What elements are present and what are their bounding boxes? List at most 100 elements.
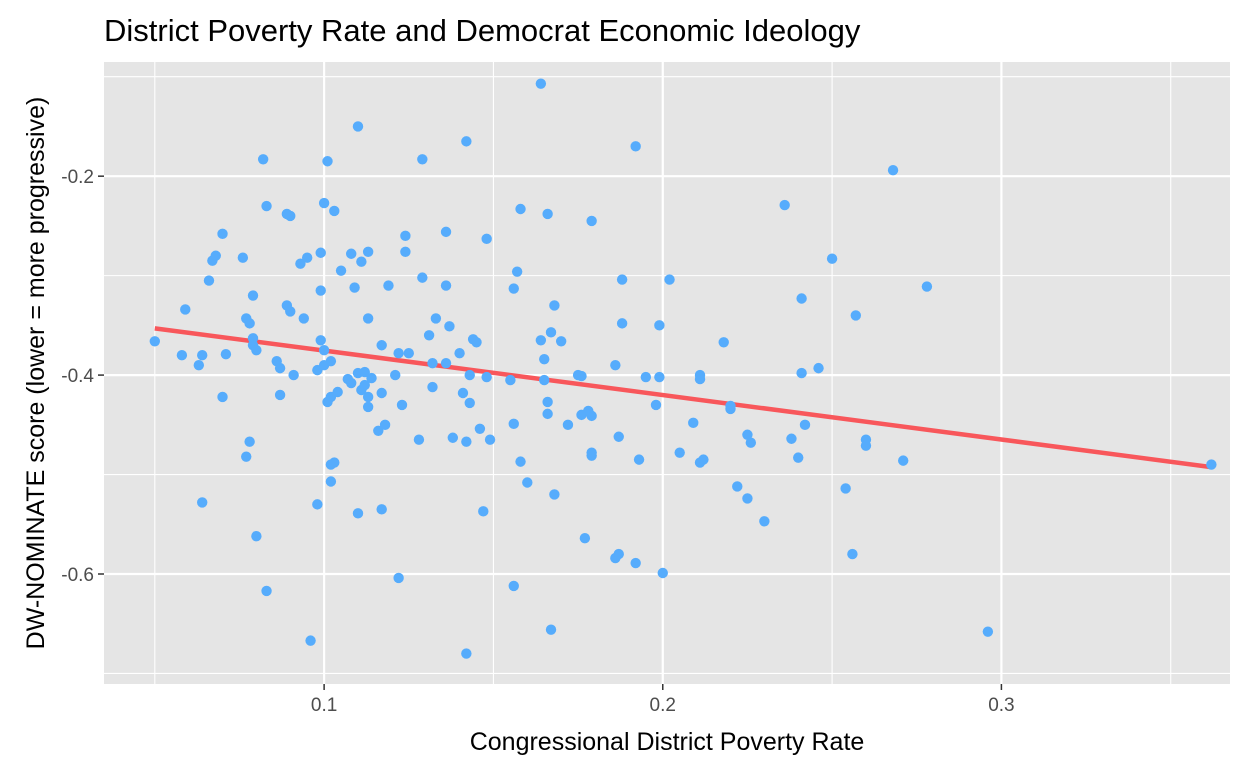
data-point-95 [447, 432, 459, 443]
data-point-79 [393, 572, 404, 584]
data-point-142 [613, 548, 624, 560]
data-point-75 [379, 419, 391, 431]
data-point-163 [725, 400, 736, 412]
data-point-182 [887, 165, 899, 176]
data-point-160 [698, 454, 709, 465]
data-point-128 [549, 300, 560, 311]
data-point-86 [417, 154, 428, 165]
data-point-2 [180, 304, 191, 315]
data-point-118 [535, 335, 547, 346]
data-point-166 [742, 493, 753, 504]
data-point-117 [522, 477, 533, 488]
data-point-183 [898, 455, 909, 466]
data-point-6 [203, 275, 215, 286]
data-point-97 [457, 387, 469, 399]
data-point-62 [356, 256, 367, 267]
data-point-87 [423, 330, 435, 341]
data-point-42 [318, 197, 330, 209]
data-point-88 [427, 381, 438, 393]
data-point-170 [786, 433, 797, 444]
data-point-67 [362, 401, 374, 413]
data-point-84 [413, 434, 425, 445]
data-point-4 [197, 349, 208, 361]
data-point-125 [545, 327, 557, 338]
data-point-90 [430, 313, 442, 324]
data-point-8 [210, 250, 221, 261]
data-point-176 [826, 253, 838, 264]
data-point-91 [440, 226, 452, 238]
data-point-116 [515, 203, 526, 215]
data-point-132 [576, 370, 587, 382]
data-point-23 [261, 200, 272, 212]
data-point-115 [515, 456, 526, 467]
data-point-70 [366, 372, 377, 384]
data-point-66 [362, 313, 374, 324]
data-point-40 [315, 247, 326, 258]
data-point-149 [640, 371, 652, 383]
data-point-14 [241, 451, 252, 462]
data-point-113 [508, 283, 519, 294]
data-point-144 [616, 318, 628, 329]
data-point-100 [461, 136, 472, 147]
data-point-154 [664, 274, 675, 285]
data-point-171 [793, 452, 804, 463]
chart-title: District Poverty Rate and Democrat Econo… [104, 13, 861, 48]
data-point-72 [376, 340, 387, 351]
data-point-36 [305, 635, 316, 646]
data-point-111 [508, 418, 519, 430]
data-point-155 [674, 447, 685, 458]
data-point-179 [850, 310, 861, 321]
trend-line-group [154, 326, 1212, 470]
gridlines [104, 62, 1230, 684]
data-point-73 [376, 387, 387, 399]
data-point-93 [440, 357, 452, 369]
data-point-30 [285, 210, 296, 222]
data-point-21 [251, 531, 262, 542]
data-point-89 [427, 357, 438, 369]
data-point-15 [244, 318, 255, 329]
data-point-94 [444, 321, 455, 332]
data-point-178 [847, 548, 858, 560]
data-point-127 [549, 489, 560, 500]
data-point-68 [362, 391, 374, 403]
trend-line [154, 326, 1212, 470]
data-point-124 [542, 208, 553, 220]
data-point-164 [732, 481, 743, 492]
data-point-35 [301, 252, 313, 263]
data-point-184 [921, 281, 933, 292]
data-point-49 [325, 476, 337, 487]
data-point-5 [197, 497, 208, 508]
data-point-71 [373, 425, 384, 436]
data-point-130 [562, 419, 574, 431]
data-point-161 [718, 337, 729, 348]
data-point-101 [464, 369, 475, 381]
y-axis-title: DW-NOMINATE score (lower = more progress… [22, 97, 50, 650]
data-point-173 [796, 293, 807, 304]
data-point-32 [288, 369, 299, 381]
data-point-92 [440, 280, 452, 291]
data-point-81 [400, 230, 411, 242]
x-tick-label-0: 0.1 [311, 695, 337, 716]
data-point-120 [539, 353, 550, 365]
data-point-34 [298, 313, 310, 324]
data-point-181 [860, 440, 872, 451]
data-point-24 [261, 585, 272, 597]
data-point-48 [325, 355, 337, 367]
data-point-106 [478, 506, 489, 517]
y-tick-label-2: -0.2 [61, 167, 94, 188]
data-point-12 [237, 252, 249, 263]
data-point-143 [613, 431, 624, 442]
data-point-174 [799, 419, 811, 431]
data-point-107 [481, 371, 492, 383]
data-point-152 [654, 371, 665, 383]
data-point-85 [417, 272, 428, 283]
x-tick-label-2: 0.3 [988, 695, 1014, 716]
axes: 0.1 0.2 0.3 -0.6 -0.4 -0.2 [61, 167, 1014, 716]
data-point-58 [349, 282, 360, 293]
data-point-64 [359, 366, 370, 378]
data-point-177 [840, 483, 851, 494]
data-point-82 [400, 246, 411, 257]
data-point-108 [481, 233, 492, 245]
data-point-3 [193, 359, 205, 371]
